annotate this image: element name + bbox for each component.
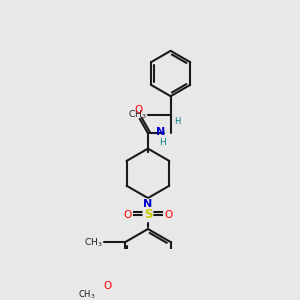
Text: $\mathregular{CH_3}$: $\mathregular{CH_3}$ — [85, 236, 103, 249]
Text: O: O — [134, 105, 143, 115]
Text: O: O — [164, 210, 173, 220]
Text: O: O — [103, 280, 111, 290]
Text: $\mathregular{CH_3}$: $\mathregular{CH_3}$ — [128, 109, 147, 121]
Text: H: H — [159, 138, 166, 147]
Text: $\mathregular{CH_3}$: $\mathregular{CH_3}$ — [78, 289, 96, 300]
Text: N: N — [143, 199, 153, 209]
Text: N: N — [156, 127, 166, 137]
Text: S: S — [144, 208, 152, 221]
Text: O: O — [123, 210, 131, 220]
Text: H: H — [174, 117, 180, 126]
